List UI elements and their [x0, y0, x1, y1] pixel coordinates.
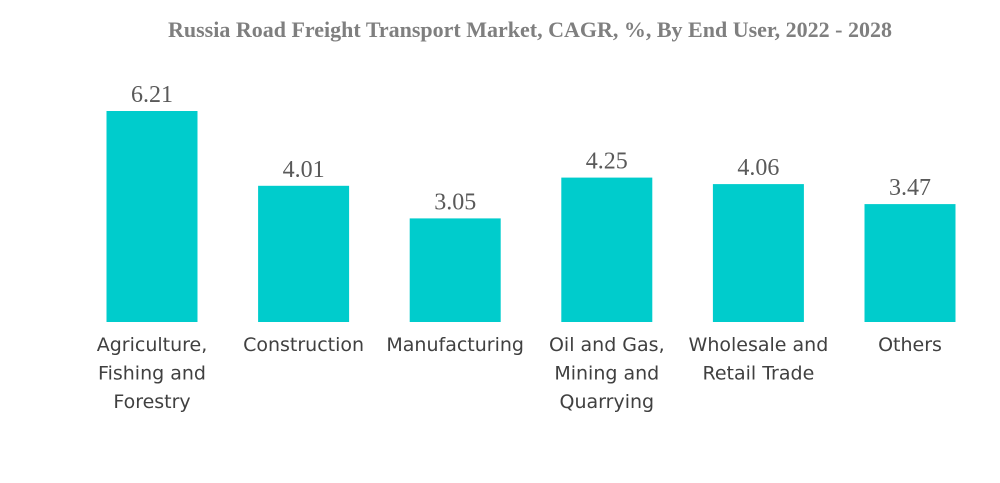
chart-title: Russia Road Freight Transport Market, CA…: [168, 17, 892, 42]
category-label-line: Mining and: [554, 363, 659, 385]
category-label-2: Construction: [243, 334, 364, 356]
value-label-2: 4.01: [283, 157, 325, 183]
value-label-1: 6.21: [131, 82, 173, 108]
value-label-4: 4.25: [586, 149, 628, 175]
category-label-line: Fishing and: [98, 363, 206, 385]
bar-6: [864, 204, 956, 322]
category-labels-layer: Agriculture, Fishing and Forestry Construct…: [97, 334, 942, 413]
category-label-6: Others: [878, 334, 942, 356]
category-label-1: Agriculture, Fishing and Forestry: [97, 334, 208, 413]
bar-1: [106, 111, 198, 322]
category-label-line: Oil and Gas,: [549, 334, 665, 356]
bar-4: [561, 177, 653, 322]
value-label-5: 4.06: [737, 155, 779, 181]
value-labels-layer: 6.21 4.01 3.05 4.25 4.06 3.47: [131, 82, 931, 215]
bar-2: [258, 185, 350, 322]
category-label-line: Forestry: [113, 391, 190, 413]
bar-3: [409, 218, 501, 322]
category-label-5: Wholesale and Retail Trade: [689, 334, 829, 385]
category-label-3: Manufacturing: [386, 334, 524, 356]
category-label-line: Retail Trade: [703, 363, 815, 385]
category-label-line: Construction: [243, 334, 364, 356]
category-label-4: Oil and Gas, Mining and Quarrying: [549, 334, 665, 413]
category-label-line: Wholesale and: [689, 334, 829, 356]
category-label-line: Manufacturing: [386, 334, 524, 356]
category-label-line: Quarrying: [560, 391, 655, 413]
category-label-line: Others: [878, 334, 942, 356]
bars-layer: [106, 111, 956, 322]
value-label-3: 3.05: [434, 189, 476, 215]
category-label-line: Agriculture,: [97, 334, 208, 356]
bar-5: [712, 184, 804, 322]
value-label-6: 3.47: [889, 175, 931, 201]
